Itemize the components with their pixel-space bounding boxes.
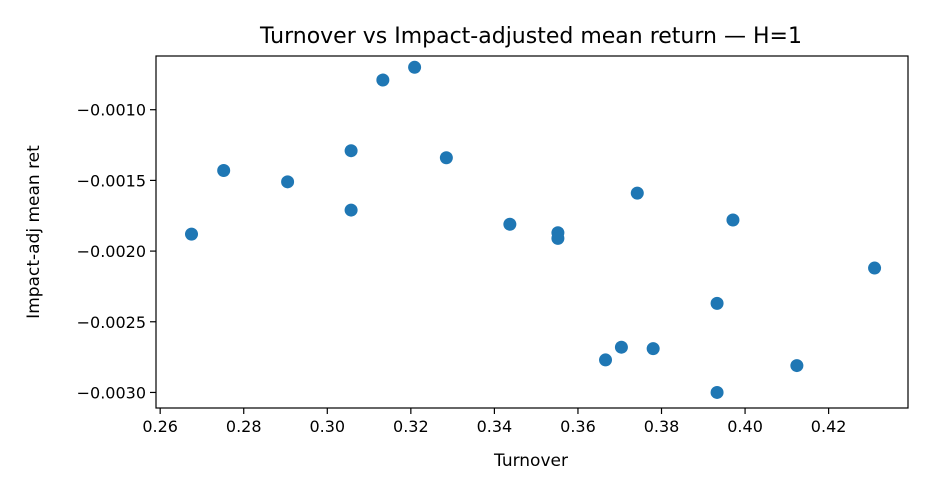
data-point (630, 186, 644, 200)
data-point (710, 385, 724, 399)
x-tick-label: 0.42 (811, 417, 847, 436)
y-tick-label: −0.0025 (77, 313, 146, 332)
data-point (217, 164, 231, 178)
data-point (408, 60, 422, 74)
chart-title: Turnover vs Impact-adjusted mean return … (259, 24, 802, 49)
y-tick-label: −0.0010 (77, 101, 146, 120)
y-tick-label: −0.0015 (77, 171, 146, 190)
data-point (344, 203, 358, 217)
data-point (726, 213, 740, 227)
plot-frame (155, 55, 909, 409)
data-point (376, 73, 390, 87)
data-point (790, 359, 804, 373)
data-point (185, 227, 199, 241)
x-tick-label: 0.40 (727, 417, 763, 436)
data-points (185, 60, 882, 399)
data-point (710, 296, 724, 310)
x-tick-label: 0.34 (477, 417, 513, 436)
y-axis: −0.0010 −0.0015 −0.0020 −0.0025 −0.0030 (77, 101, 156, 402)
data-point (551, 231, 565, 245)
data-point (281, 175, 295, 189)
x-axis: 0.26 0.28 0.30 0.32 0.34 0.36 0.38 0.40 0.42 (142, 408, 846, 436)
data-point (503, 217, 517, 231)
data-point (614, 340, 628, 354)
y-tick-label: −0.0030 (77, 383, 146, 402)
data-point (599, 353, 613, 367)
x-axis-label: Turnover (493, 451, 568, 471)
y-tick-label: −0.0020 (77, 242, 146, 261)
data-point (439, 151, 453, 165)
x-tick-label: 0.28 (226, 417, 262, 436)
x-tick-label: 0.36 (560, 417, 596, 436)
x-tick-label: 0.32 (393, 417, 429, 436)
y-axis-label: Impact-adj mean ret (24, 145, 44, 319)
data-point (344, 144, 358, 158)
data-point (646, 342, 660, 356)
x-tick-label: 0.38 (644, 417, 680, 436)
x-tick-label: 0.26 (142, 417, 178, 436)
data-point (868, 261, 882, 275)
x-tick-label: 0.30 (309, 417, 345, 436)
plot-area (155, 55, 909, 409)
